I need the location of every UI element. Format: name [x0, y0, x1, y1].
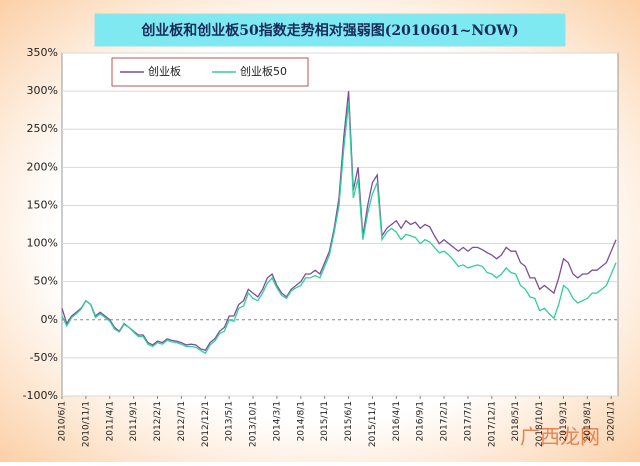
y-tick-label: 350% — [27, 46, 58, 59]
x-tick-label: 2016/9/1 — [416, 401, 426, 441]
y-tick-label: 200% — [27, 160, 58, 173]
title-box — [94, 13, 566, 47]
x-tick-label: 2020/1/1 — [607, 401, 617, 441]
legend-label: 创业板 — [148, 64, 181, 78]
watermark: 广西龙网 — [520, 425, 600, 449]
x-tick-label: 2017/2/1 — [440, 401, 450, 441]
x-tick-label: 2019/3/1 — [559, 401, 569, 441]
x-tick-label: 2011/4/1 — [105, 401, 115, 441]
x-tick-label: 2018/5/1 — [511, 401, 521, 441]
grid — [62, 52, 618, 397]
x-tick-label: 2010/6/1 — [58, 401, 68, 441]
y-tick-label: 100% — [27, 237, 58, 250]
chart-title: 创业板和创业板50指数走势相对强弱图(2010601~NOW) — [140, 22, 518, 39]
x-tick-label: 2011/9/1 — [129, 401, 139, 441]
x-tick-label: 2019/8/1 — [583, 401, 593, 441]
y-tick-label: 250% — [27, 122, 58, 135]
x-tick-label: 2013/10/1 — [249, 401, 259, 447]
x-tick-label: 2018/10/1 — [535, 401, 545, 447]
legend-label: 创业板50 — [240, 64, 287, 78]
x-tick-label: 2012/7/1 — [177, 401, 187, 441]
legend — [111, 57, 309, 87]
x-tick-label: 2013/5/1 — [225, 401, 235, 441]
plot-area — [61, 52, 619, 397]
lines — [61, 91, 617, 355]
x-tick-label: 2017/7/1 — [463, 401, 473, 441]
x-tick-label: 2015/11/1 — [368, 401, 378, 447]
y-tick-label: 300% — [27, 84, 58, 97]
x-tick-label: 2016/4/1 — [392, 401, 402, 441]
x-tick-label: 2015/6/1 — [344, 401, 354, 441]
x-tick-label: 2012/12/1 — [201, 401, 211, 447]
series-line — [61, 102, 617, 355]
x-tick-label: 2010/11/1 — [81, 401, 91, 447]
y-tick-label: 0% — [41, 313, 58, 326]
y-tick-label: 150% — [27, 198, 58, 211]
y-tick-label: 50% — [34, 275, 58, 288]
x-tick-label: 2015/1/1 — [320, 401, 330, 441]
x-tick-label: 2014/8/1 — [296, 401, 306, 441]
x-tick-label: 2017/12/1 — [487, 401, 497, 447]
y-tick-label: -100% — [23, 389, 58, 402]
x-tick-label: 2014/3/1 — [272, 401, 282, 441]
x-tick-label: 2012/2/1 — [153, 401, 163, 441]
y-tick-label: -50% — [30, 351, 58, 364]
